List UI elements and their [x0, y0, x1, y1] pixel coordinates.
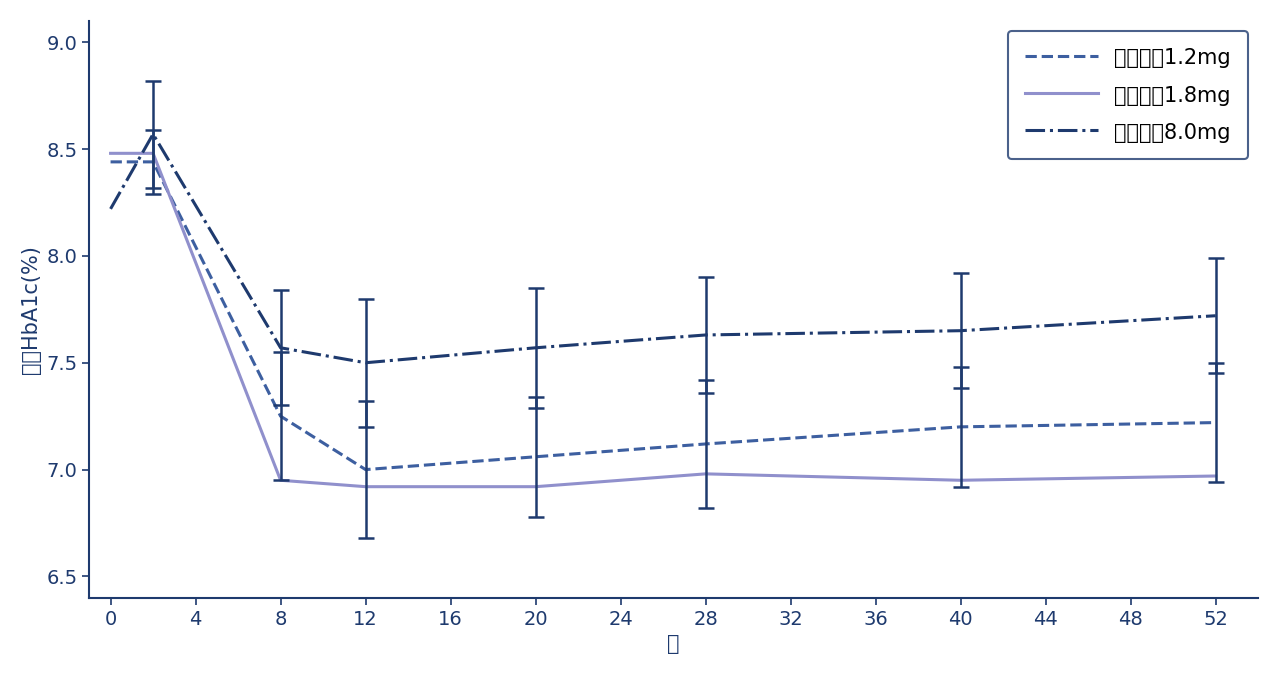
Line: 利拉鲁肽1.8mg: 利拉鲁肽1.8mg — [110, 153, 1215, 487]
格列美脲8.0mg — [528, 344, 544, 352]
格列美脲8.0mg — [146, 130, 161, 138]
利拉鲁肽1.2mg — [358, 466, 373, 474]
利拉鲁肽1.2mg — [272, 412, 288, 421]
利拉鲁肽1.2mg — [698, 440, 714, 448]
利拉鲁肽1.2mg — [102, 158, 118, 166]
利拉鲁肽1.2mg — [953, 423, 968, 431]
格列美脲8.0mg — [698, 331, 714, 339]
格列美脲8.0mg — [953, 327, 968, 335]
利拉鲁肽1.8mg — [1207, 472, 1223, 480]
X-axis label: 周: 周 — [668, 634, 680, 654]
格列美脲8.0mg — [272, 344, 288, 352]
格列美脲8.0mg — [1207, 312, 1223, 320]
利拉鲁肽1.8mg — [698, 470, 714, 478]
利拉鲁肽1.8mg — [102, 149, 118, 157]
Line: 格列美脲8.0mg: 格列美脲8.0mg — [110, 134, 1215, 362]
利拉鲁肽1.8mg — [358, 483, 373, 491]
格列美脲8.0mg — [358, 358, 373, 367]
利拉鲁肽1.8mg — [953, 477, 968, 485]
Legend: 利拉鲁肽1.2mg, 利拉鲁肽1.8mg, 格列美脲8.0mg: 利拉鲁肽1.2mg, 利拉鲁肽1.8mg, 格列美脲8.0mg — [1008, 31, 1248, 159]
Line: 利拉鲁肽1.2mg: 利拉鲁肽1.2mg — [110, 162, 1215, 470]
利拉鲁肽1.8mg — [146, 149, 161, 157]
Y-axis label: 平均HbA1c(%): 平均HbA1c(%) — [20, 245, 41, 374]
利拉鲁肽1.2mg — [528, 453, 544, 461]
利拉鲁肽1.8mg — [272, 477, 288, 485]
利拉鲁肽1.8mg — [528, 483, 544, 491]
格列美脲8.0mg — [102, 205, 118, 213]
利拉鲁肽1.2mg — [146, 158, 161, 166]
利拉鲁肽1.2mg — [1207, 418, 1223, 427]
